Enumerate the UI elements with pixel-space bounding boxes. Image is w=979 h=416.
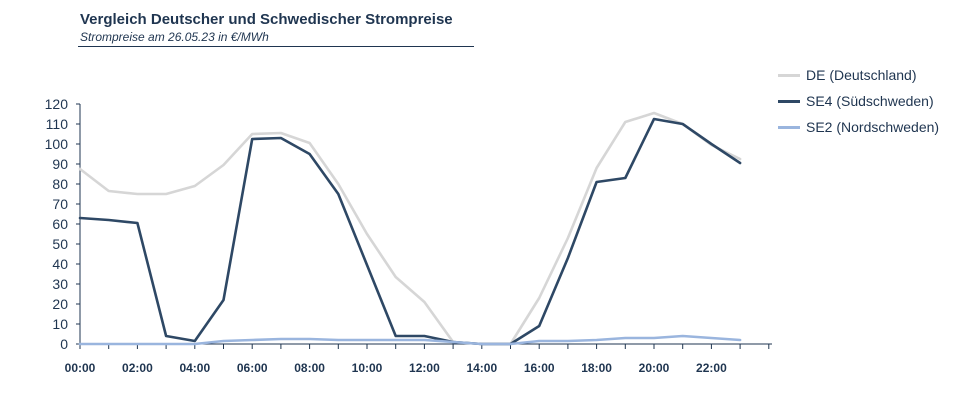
y-tick-label: 110 — [46, 116, 69, 132]
y-tick-label: 100 — [45, 136, 69, 152]
legend-label-de: DE (Deutschland) — [806, 67, 917, 83]
legend-label-se2: SE2 (Nordschweden) — [806, 119, 940, 135]
y-tick-label: 0 — [60, 336, 68, 352]
legend-item-de: DE (Deutschland) — [778, 62, 939, 88]
legend-swatch-se2 — [778, 125, 800, 129]
y-tick-label: 50 — [52, 236, 68, 252]
x-tick-label: 02:00 — [122, 361, 153, 375]
x-tick-label: 06:00 — [237, 361, 268, 375]
x-tick-label: 22:00 — [696, 361, 727, 375]
series-line-se2 — [78, 334, 742, 346]
legend-swatch-se4 — [778, 99, 800, 103]
legend-item-se4: SE4 (Südschweden) — [778, 88, 939, 114]
legend-item-se2: SE2 (Nordschweden) — [778, 114, 939, 140]
legend-label-se4: SE4 (Südschweden) — [806, 93, 934, 109]
legend-swatch-de — [778, 73, 800, 77]
x-tick-label: 20:00 — [639, 361, 670, 375]
y-tick-label: 30 — [52, 276, 68, 292]
y-tick-label: 60 — [52, 216, 68, 232]
x-tick-label: 10:00 — [352, 361, 383, 375]
chart-legend: DE (Deutschland) SE4 (Südschweden) SE2 (… — [778, 62, 939, 140]
x-tick-label: 00:00 — [65, 361, 96, 375]
chart-title: Vergleich Deutscher und Schwedischer Str… — [80, 11, 453, 28]
x-tick-label: 16:00 — [524, 361, 555, 375]
y-tick-label: 40 — [52, 256, 68, 272]
y-tick-label: 10 — [52, 316, 68, 332]
y-tick-label: 90 — [52, 156, 68, 172]
series-line-de — [78, 111, 742, 346]
x-tick-label: 08:00 — [294, 361, 325, 375]
chart-subtitle: Strompreise am 26.05.23 in €/MWh — [80, 30, 269, 44]
y-tick-label: 70 — [52, 196, 68, 212]
y-tick-label: 20 — [52, 296, 68, 312]
y-tick-label: 120 — [45, 96, 69, 112]
x-tick-label: 04:00 — [179, 361, 210, 375]
x-tick-label: 18:00 — [581, 361, 612, 375]
x-tick-label: 12:00 — [409, 361, 440, 375]
y-tick-label: 80 — [52, 176, 68, 192]
series-line-se4 — [78, 117, 742, 346]
x-tick-label: 14:00 — [466, 361, 497, 375]
title-underline — [78, 46, 474, 47]
